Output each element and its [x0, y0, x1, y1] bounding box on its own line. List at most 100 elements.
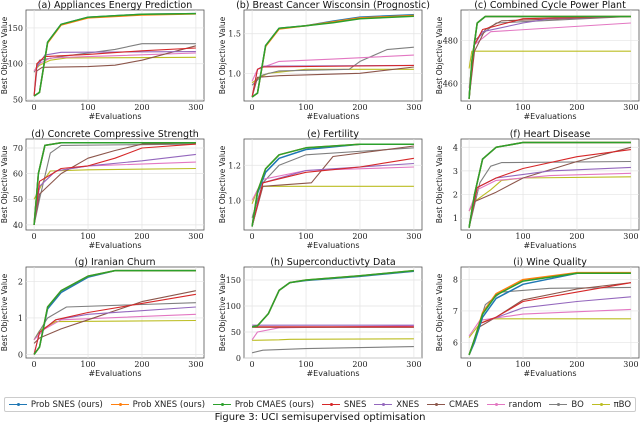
x-tick-label: 300: [406, 232, 421, 241]
legend-swatch: [321, 403, 340, 406]
subplot-i: 0 100 200 300 6 7 8 (i) Wine Quality #Evaluation…: [435, 257, 640, 378]
series-line-prob-cmaes-ours: [468, 15, 631, 99]
legend-swatch: [8, 403, 27, 406]
x-tick-label: 0: [467, 360, 472, 369]
x-tick-label: 200: [569, 360, 584, 369]
plot-area: [460, 9, 640, 102]
x-tick-label: 300: [188, 360, 203, 369]
series-line-prob-cmaes-ours: [33, 269, 196, 355]
y-axis-label: Best Objective Value: [218, 16, 227, 94]
legend-label: CMAES: [448, 399, 479, 410]
x-axis-label: #Evaluations: [88, 112, 141, 121]
subplot-d: 0 100 200 300 40 50 60 70 (d) Concrete Compressi…: [0, 129, 205, 250]
x-axis-label: #Evaluations: [88, 369, 141, 378]
plot-area: [243, 138, 423, 231]
legend-label: XNES: [396, 399, 420, 410]
y-axis-label: Best Objective Value: [0, 16, 9, 94]
legend-item: Prob SNES (ours): [8, 400, 103, 410]
series-group: [33, 269, 197, 355]
series-line-bo: [468, 160, 631, 228]
x-tick-label: 100: [80, 232, 95, 241]
series-line-prob-cmaes-ours: [468, 272, 631, 356]
subplot-c: 0 100 200 300 460 480 (c) Combined Cycle Power…: [435, 0, 640, 121]
subplot-title: (b) Breast Cancer Wisconsin (Prognostic): [236, 0, 430, 11]
series-line-prob-cmaes-ours: [251, 143, 414, 227]
y-tick-label: 3: [453, 167, 458, 176]
series-line-πbo: [33, 167, 196, 200]
subplot-f: 0 100 200 300 1 2 3 4 (f) Heart Disease #Evaluati…: [435, 129, 640, 250]
series-line-πbo: [468, 50, 631, 69]
series-line-prob-cmaes-ours: [33, 142, 196, 225]
y-tick-label: 7: [453, 307, 458, 316]
x-tick-label: 100: [298, 232, 313, 241]
series-line-snes: [251, 157, 414, 227]
x-tick-label: 300: [406, 103, 421, 112]
y-tick-label: 0: [236, 354, 241, 363]
y-tick-label: 4: [453, 143, 458, 152]
series-line-πbo: [252, 338, 414, 341]
legend-label: BO: [571, 399, 584, 410]
x-tick-label: 0: [250, 232, 255, 241]
x-tick-label: 300: [188, 103, 203, 112]
y-tick-label: 460: [443, 80, 458, 89]
x-tick-label: 300: [188, 232, 203, 241]
y-axis-label: Best Objective Value: [435, 273, 444, 351]
x-tick-label: 300: [623, 103, 638, 112]
subplot-h: 0 100 200 300 0 50 100 150 (h) Superconductivty …: [218, 257, 423, 378]
figure-caption: Figure 3: UCI semisupervised optimisatio…: [214, 412, 426, 423]
series-line-snes: [33, 47, 196, 97]
x-tick-label: 200: [352, 360, 367, 369]
legend-swatch: [110, 403, 129, 406]
plot-area: [460, 138, 640, 231]
y-tick-label: 50: [13, 96, 23, 105]
series-group: [468, 15, 631, 99]
legend-swatch: [212, 403, 231, 406]
y-tick-label: 1: [18, 314, 23, 323]
y-tick-label: 40: [13, 221, 23, 230]
series-line-πbo: [33, 56, 196, 72]
y-tick-label: 70: [13, 144, 23, 153]
series-line-bo: [251, 147, 414, 218]
legend-swatch: [374, 403, 393, 406]
x-axis-label: #Evaluations: [88, 241, 141, 250]
series-line-bo: [251, 346, 414, 354]
y-tick-label: 50: [13, 195, 23, 204]
legend-item: XNES: [374, 400, 419, 410]
y-tick-label: 1.0: [228, 196, 241, 205]
x-tick-label: 100: [298, 360, 313, 369]
legend-label: SNES: [343, 399, 367, 410]
plot-area: [25, 138, 205, 231]
legend-item: CMAES: [426, 399, 479, 410]
legend-label: Prob CMAES (ours): [234, 399, 315, 410]
subplot-title: (f) Heart Disease: [510, 129, 591, 140]
series-line-snes: [251, 64, 414, 98]
x-tick-label: 300: [623, 360, 638, 369]
legend-swatch: [591, 403, 610, 406]
legend-item: πBO: [591, 400, 631, 410]
y-tick-label: 0: [18, 350, 23, 359]
x-tick-label: 100: [80, 103, 95, 112]
x-tick-label: 0: [250, 360, 255, 369]
x-tick-label: 0: [32, 103, 37, 112]
series-line-random: [251, 54, 414, 82]
x-tick-label: 100: [515, 360, 530, 369]
x-tick-label: 200: [352, 232, 367, 241]
legend: Prob SNES (ours) Prob XNES (ours) Prob CMA…: [4, 397, 636, 412]
x-tick-label: 100: [515, 103, 530, 112]
y-tick-label: 2: [18, 278, 23, 287]
subplot-title: (g) Iranian Churn: [75, 257, 156, 268]
series-line-random: [468, 308, 631, 337]
subplot-b: 0 100 200 300 1.0 1.5 (b) Breast Cancer Wiscon…: [218, 0, 430, 121]
y-tick-label: 150: [226, 276, 241, 285]
x-tick-label: 100: [298, 103, 313, 112]
y-tick-label: 1: [453, 214, 458, 223]
y-tick-label: 1.2: [228, 161, 241, 170]
plot-area: [243, 9, 423, 102]
legend-swatch: [549, 403, 568, 406]
legend-item: Prob XNES (ours): [110, 400, 205, 410]
y-tick-label: 150: [8, 24, 23, 33]
subplot-title: (d) Concrete Compressive Strength: [31, 129, 199, 140]
series-group: [251, 143, 414, 227]
y-tick-label: 6: [453, 338, 458, 347]
